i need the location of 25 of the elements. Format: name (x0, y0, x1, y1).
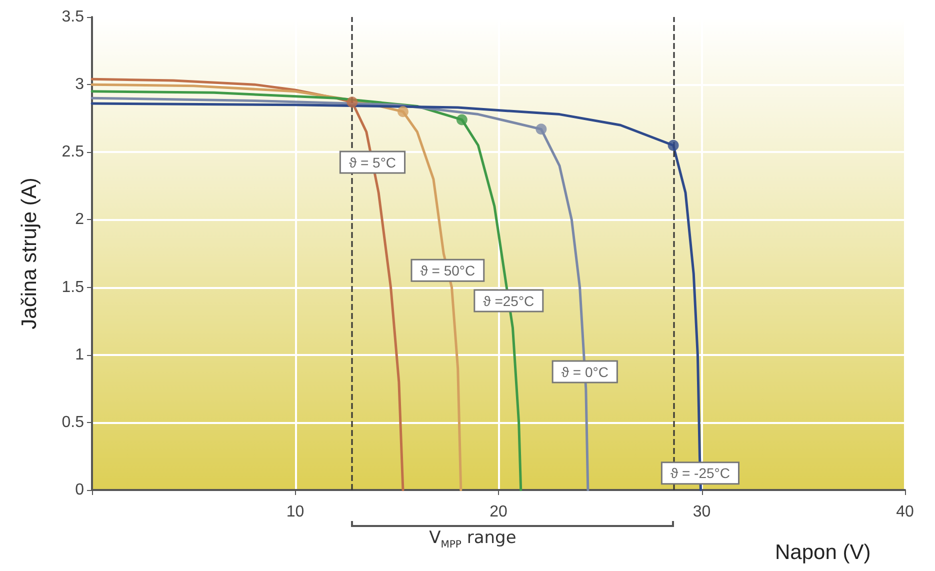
y-tick-label: 1 (75, 346, 84, 364)
series-label: ϑ = -25°C (670, 465, 730, 482)
y-tick-label: 2.5 (62, 144, 84, 161)
series-label: ϑ = 0°C (561, 364, 608, 380)
y-tick-label: 0 (75, 482, 84, 498)
series-label: ϑ = 50°C (420, 262, 476, 278)
y-tick-label: 3.5 (62, 8, 84, 26)
y-tick-label: 1.5 (62, 278, 84, 296)
y-axis-title: Jačina struje (A) (18, 178, 41, 330)
x-tick-label: 10 (286, 504, 304, 520)
x-tick-label: 20 (490, 504, 508, 520)
point (456, 114, 468, 126)
point (346, 96, 358, 108)
point (397, 106, 408, 118)
text: V$_{MPP}$ range (429, 528, 516, 550)
point (536, 124, 547, 135)
y-tick-label: 2 (75, 211, 84, 228)
series-label: ϑ = 5°C (348, 154, 396, 170)
x-tick-label: 30 (692, 504, 711, 520)
x-axis-title: Napon (V) (775, 541, 871, 564)
y-tick-label: 3 (75, 76, 84, 94)
series-label: ϑ =25°C (483, 292, 534, 309)
point (668, 140, 679, 151)
x-tick-label: 40 (896, 504, 914, 520)
y-tick-label: 0.5 (62, 414, 84, 431)
